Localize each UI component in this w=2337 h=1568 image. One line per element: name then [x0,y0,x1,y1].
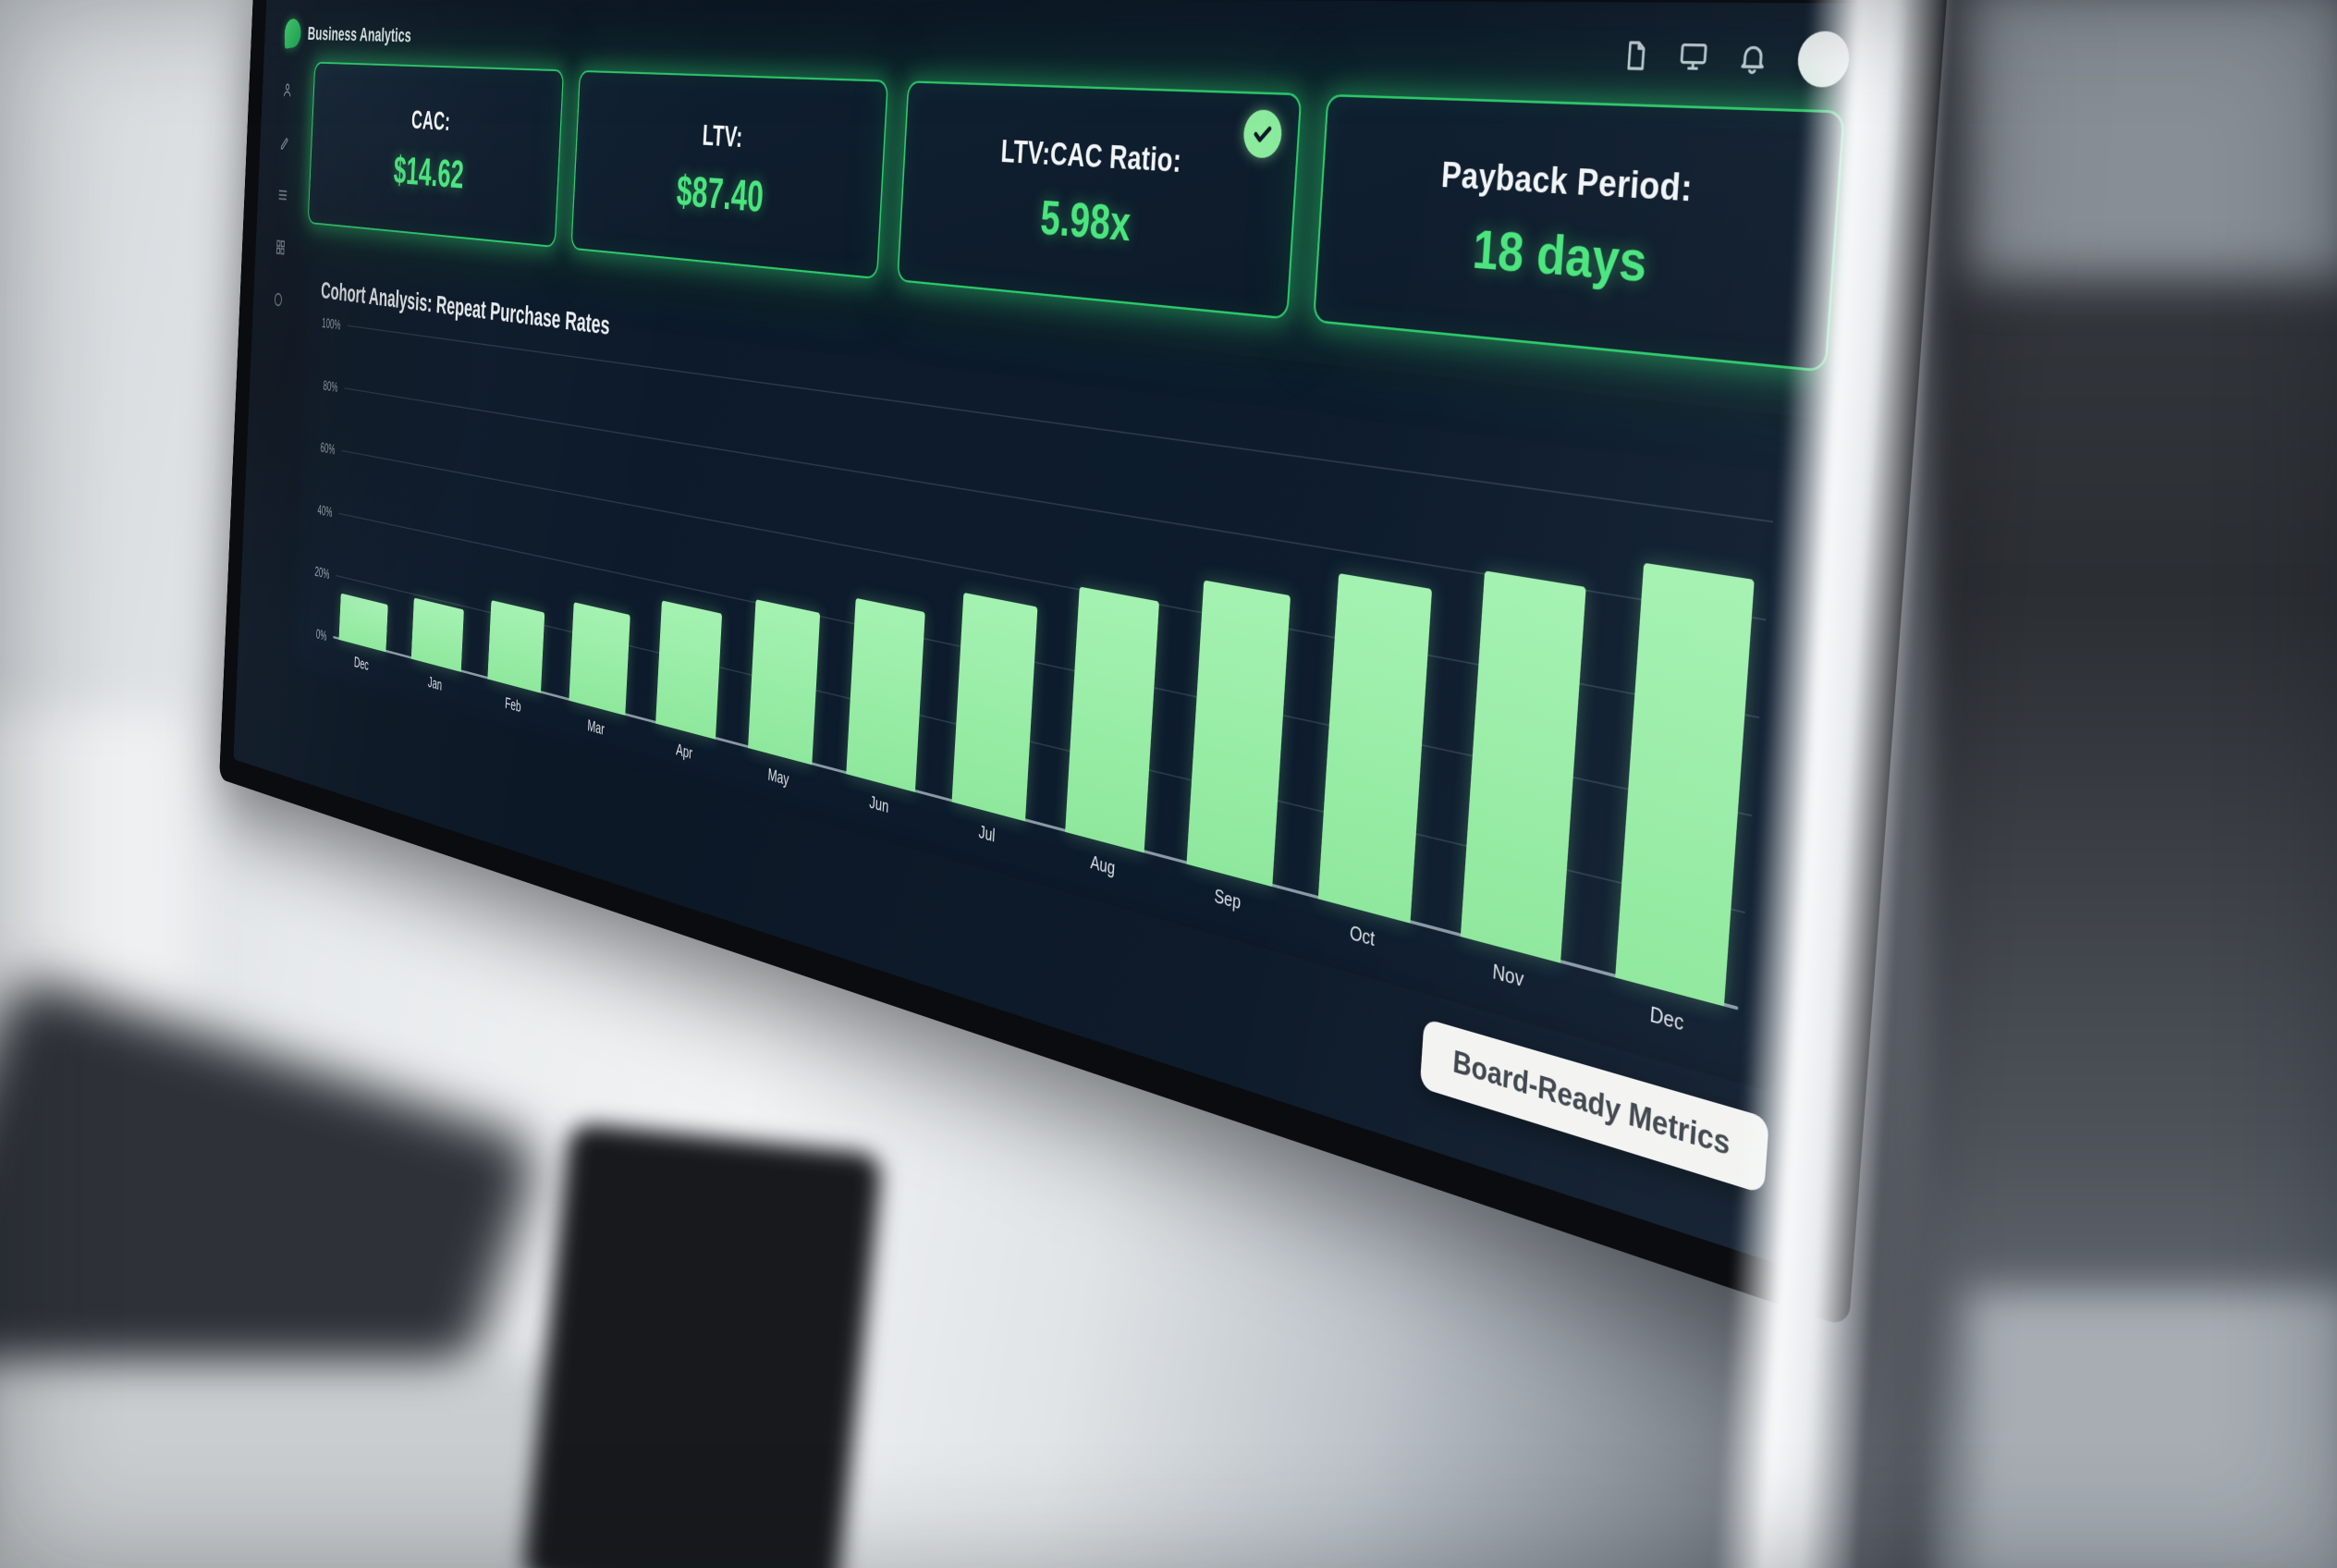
app-title: Business Analytics [307,22,412,47]
background-desk-right [1967,1291,2337,1568]
x-tick-mar-3: Mar [587,717,606,739]
kpi-label: LTV:CAC Ratio: [999,133,1183,180]
kpi-label: Payback Period: [1439,154,1695,210]
kpi-value: 18 days [1471,218,1649,294]
x-tick-dec-0: Dec [353,654,370,674]
kpi-value: $14.62 [392,148,465,197]
y-tick-100: 100% [321,314,341,333]
x-tick-nov-11: Nov [1491,960,1525,992]
background-window-right [1967,0,2337,277]
x-tick-jan-1: Jan [427,673,443,694]
kpi-card-ltv-cac-ratio: LTV:CAC Ratio: 5.98x [897,80,1303,320]
bar-nov-11[interactable] [1460,570,1586,963]
display-icon[interactable] [1677,39,1710,74]
kpi-label: CAC: [410,105,451,137]
main-content: CAC: $14.62 LTV: $87.40 LTV:CAC Ratio: [284,61,1846,1222]
grid-icon[interactable] [275,238,297,262]
pencil-icon[interactable] [279,133,302,156]
list-icon[interactable] [277,185,300,208]
y-tick-20: 20% [314,563,330,582]
background-laptop [0,972,544,1568]
y-tick-60: 60% [320,439,336,458]
bar-mar-3[interactable] [569,602,630,716]
bar-jan-1[interactable] [410,597,464,672]
x-tick-jun-6: Jun [868,792,889,817]
bar-feb-2[interactable] [487,599,545,693]
x-tick-oct-10: Oct [1349,922,1376,951]
kpi-card-cac: CAC: $14.62 [307,61,564,249]
file-icon[interactable] [1620,38,1652,73]
kpi-label: LTV: [701,119,744,154]
screen-body: CAC: $14.62 LTV: $87.40 LTV:CAC Ratio: [253,61,1846,1222]
x-tick-dec-12: Dec [1648,1002,1685,1036]
x-tick-feb-2: Feb [504,694,521,717]
kpi-card-ltv: LTV: $87.40 [570,69,889,280]
kpi-value: $87.40 [675,166,765,222]
notification-icon[interactable] [1736,40,1770,76]
monitor-bezel: Business Analytics [219,0,1950,1329]
x-tick-aug-8: Aug [1089,851,1116,879]
bar-apr-4[interactable] [655,600,723,740]
background-dark-right [1930,0,2337,1568]
bar-oct-10[interactable] [1317,573,1433,924]
x-tick-apr-4: Apr [675,741,693,764]
x-tick-jul-7: Jul [978,822,997,847]
bar-dec-12[interactable] [1614,562,1755,1007]
bar-aug-8[interactable] [1065,586,1160,853]
dashboard-screen: Business Analytics [233,0,1908,1276]
monitor-stand [521,1121,884,1568]
circle-icon[interactable] [273,289,295,313]
background-desk-left [0,1359,758,1568]
bar-jul-7[interactable] [951,592,1038,822]
user-icon[interactable] [282,80,305,103]
y-tick-0: 0% [315,626,327,643]
bar-dec-0[interactable] [338,593,388,653]
bar-sep-9[interactable] [1186,580,1291,888]
x-tick-sep-9: Sep [1213,885,1242,914]
check-badge-icon [1242,109,1283,159]
bar-jun-6[interactable] [846,597,925,792]
kpi-value: 5.98x [1038,190,1132,251]
kpi-card-payback-period: Payback Period: 18 days [1312,93,1846,373]
x-tick-may-5: May [767,765,789,790]
cohort-chart-panel: Cohort Analysis: Repeat Purchase Rates 0… [288,251,1824,1094]
y-tick-40: 40% [317,501,333,520]
bar-may-5[interactable] [747,599,821,766]
background-white-display [0,712,194,1045]
app-logo-leaf-icon [284,17,301,49]
header-actions [1619,29,1852,89]
y-tick-80: 80% [323,377,338,396]
avatar[interactable] [1795,31,1852,89]
